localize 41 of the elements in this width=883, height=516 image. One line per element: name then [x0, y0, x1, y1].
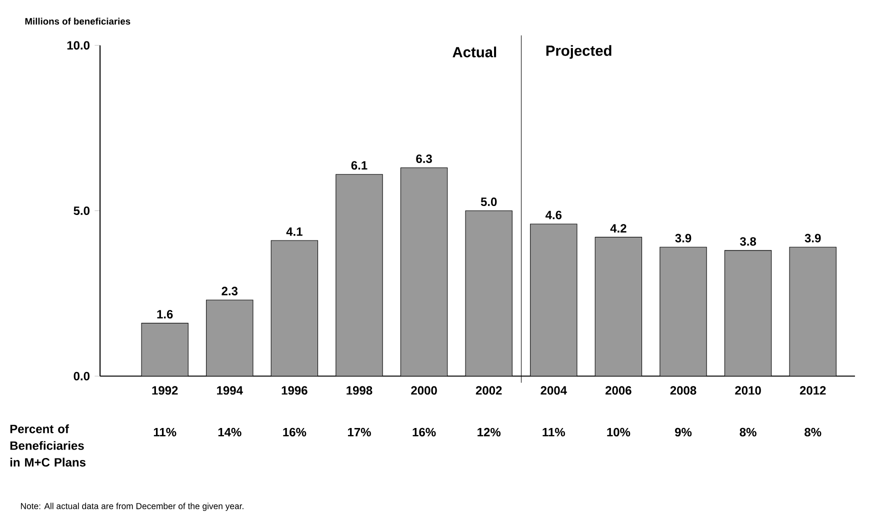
text: Percent of Beneficiaries in M+C Plans	[10, 424, 86, 466]
x-tick-label: 2002	[476, 386, 502, 395]
data-label: 1.6	[157, 310, 173, 318]
y-tick-label: 0.0	[74, 372, 90, 380]
data-label: 4.1	[286, 227, 302, 236]
annotation: Projected	[546, 45, 612, 59]
text: 8%	[740, 428, 756, 436]
text: Note: All actual data are from December of the given year.	[20, 502, 244, 511]
x-tick-label: 1996	[282, 386, 308, 395]
x-tick-label: 2012	[800, 386, 826, 395]
x-tick-label: 1992	[152, 386, 178, 395]
data-label: 4.6	[546, 210, 562, 220]
data-label: 6.3	[416, 154, 432, 163]
x-tick-label: 2004	[540, 386, 567, 395]
y-tick-label: 10.0	[67, 41, 90, 50]
x-tick-label: 2006	[606, 386, 632, 395]
text: 10%	[607, 428, 630, 436]
y-tick-label: 5.0	[74, 206, 90, 215]
data-label: 2.3	[222, 286, 238, 296]
data-label: 5.0	[480, 197, 497, 206]
x-tick-label: 2008	[670, 386, 696, 395]
x-tick-label: 2010	[735, 386, 761, 395]
x-tick-label: 1998	[346, 386, 372, 395]
data-label: 6.1	[351, 161, 368, 170]
text: 14%	[218, 428, 242, 436]
x-tick-label: 1994	[217, 386, 243, 395]
text: 16%	[283, 428, 306, 436]
text: 8%	[804, 428, 822, 436]
annotation: Actual	[452, 46, 496, 58]
text: 12%	[478, 428, 501, 436]
data-label: 3.9	[804, 234, 821, 242]
text: 11%	[154, 428, 176, 436]
text: 11%	[542, 428, 566, 436]
text: 16%	[412, 428, 436, 436]
data-label: 3.8	[740, 237, 756, 246]
y-axis-title: Millions of beneficiaries	[25, 18, 130, 25]
data-label: 3.9	[675, 234, 692, 242]
text: 17%	[348, 428, 371, 436]
data-label: 4.2	[610, 224, 626, 232]
text: 9%	[675, 428, 692, 436]
x-tick-label: 2000	[411, 386, 437, 395]
